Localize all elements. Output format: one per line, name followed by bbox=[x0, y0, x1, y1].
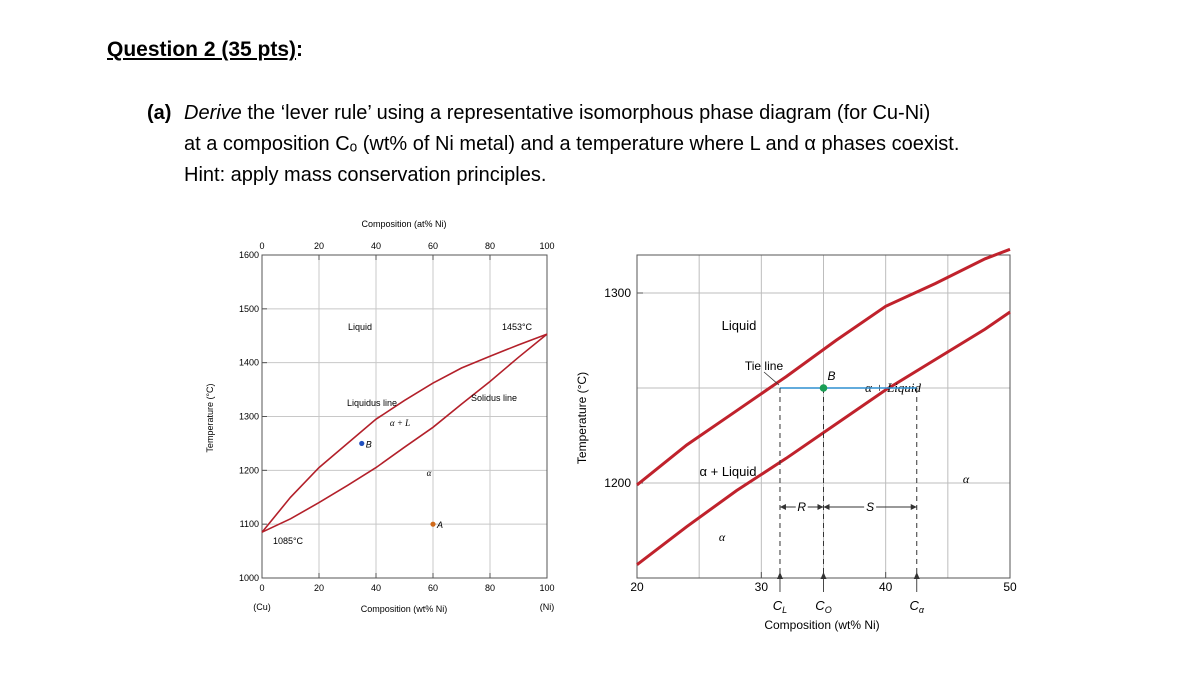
left-xtick-label: 100 bbox=[539, 583, 554, 593]
right-xtick-label: 50 bbox=[1003, 580, 1017, 594]
left-top-xtick-label: 40 bbox=[371, 241, 381, 251]
r-label: R bbox=[797, 500, 806, 514]
right-point-b-label: B bbox=[828, 369, 836, 383]
tie-line-pointer bbox=[763, 371, 780, 386]
solidus-label: Solidus line bbox=[471, 393, 517, 403]
part-label: (a) bbox=[147, 102, 172, 124]
point-label-b: B bbox=[366, 439, 372, 449]
left-ytick-label: 1400 bbox=[239, 358, 259, 368]
tie-line-group: BR SCL CO Cα bbox=[763, 369, 925, 615]
left-xtick-label: 40 bbox=[371, 583, 381, 593]
right-alpha-label: α bbox=[719, 530, 726, 544]
line1-text: the ‘lever rule’ using a representative … bbox=[241, 102, 931, 124]
marker-arrow-head bbox=[776, 572, 783, 579]
liquidus-label: Liquidus line bbox=[347, 398, 397, 408]
s-arrow-head-right bbox=[910, 504, 917, 510]
marker-arrow-head bbox=[820, 572, 827, 579]
alpha-plus-liquid-lower-label: α + Liquid bbox=[699, 464, 756, 479]
marker-label: CO bbox=[815, 598, 831, 615]
point-a bbox=[430, 521, 436, 527]
right-ytick-label: 1200 bbox=[604, 476, 631, 490]
tie-line-detail-diagram: 20 30 40 50 1200 1300 Composition (wt% Ni) Te… bbox=[575, 247, 1017, 632]
left-top-xtick-label: 20 bbox=[314, 241, 324, 251]
alpha-plus-l-label: α + L bbox=[390, 418, 410, 428]
r-arrow-head-right bbox=[817, 504, 824, 510]
left-ytick-label: 1000 bbox=[239, 573, 259, 583]
left-top-xtick-label: 100 bbox=[539, 241, 554, 251]
ni-melting-label: 1453°C bbox=[502, 322, 533, 332]
left-ytick-label: 1200 bbox=[239, 465, 259, 475]
left-ytick-label: 1100 bbox=[240, 519, 259, 529]
part-line-1: (a) Derive the ‘lever rule’ using a repre… bbox=[147, 98, 1097, 129]
left-alpha-label: α bbox=[427, 468, 432, 478]
r-label-bg bbox=[795, 500, 808, 513]
marker-main: C bbox=[909, 598, 919, 613]
right-alpha-region-label: α bbox=[963, 472, 970, 486]
cu-endpoint-label: (Cu) bbox=[253, 602, 271, 612]
left-x-label: Composition (wt% Ni) bbox=[361, 604, 448, 614]
question-heading: Question 2 (35 pts): bbox=[107, 38, 303, 62]
ni-endpoint-label: (Ni) bbox=[540, 602, 555, 612]
left-xtick-label: 20 bbox=[314, 583, 324, 593]
tie-line-label: Tie line bbox=[745, 359, 784, 373]
left-y-label: Temperature (°C) bbox=[205, 383, 215, 452]
marker-main: C bbox=[773, 598, 783, 613]
point-b bbox=[359, 440, 365, 447]
right-solidus-curve bbox=[636, 310, 1011, 566]
right-xtick-label: 20 bbox=[630, 580, 644, 594]
left-liquid-label: Liquid bbox=[348, 322, 372, 332]
s-label: S bbox=[866, 500, 874, 514]
s-label-bg bbox=[864, 500, 877, 513]
part-line-2: at a composition Cₒ (wt% of Ni metal) an… bbox=[184, 133, 960, 155]
left-ticks: 0 20 40 60 80 1000 20 40 60 80 1001000110012001300… bbox=[239, 241, 555, 593]
heading-colon: : bbox=[296, 38, 304, 61]
left-xtick-label: 0 bbox=[259, 583, 264, 593]
left-top-xtick-label: 80 bbox=[485, 241, 495, 251]
left-top-xtick-label: 60 bbox=[428, 241, 438, 251]
left-xtick-label: 60 bbox=[428, 583, 438, 593]
left-top-x-label: Composition (at% Ni) bbox=[361, 219, 446, 229]
s-arrow-head-left bbox=[823, 504, 830, 510]
marker-label: Cα bbox=[909, 598, 924, 615]
left-ytick-label: 1600 bbox=[239, 250, 259, 260]
marker-sub: O bbox=[825, 605, 832, 615]
right-ytick-label: 1300 bbox=[604, 286, 631, 300]
left-curves bbox=[261, 333, 548, 533]
marker-sub: α bbox=[919, 605, 925, 615]
cu-melting-label: 1085°C bbox=[273, 536, 304, 546]
marker-label: CL bbox=[773, 598, 787, 615]
left-ytick-label: 1500 bbox=[239, 304, 259, 314]
left-top-xtick-label: 0 bbox=[259, 241, 264, 251]
question-title: Question 2 (35 pts) bbox=[107, 38, 297, 61]
marker-arrow-head bbox=[913, 572, 920, 579]
cu-ni-phase-diagram: 0 20 40 60 80 1000 20 40 60 80 1001000110012001300… bbox=[205, 219, 555, 614]
question-part-a: (a) Derive the ‘lever rule’ using a repre… bbox=[147, 98, 1097, 191]
part-line-3: Hint: apply mass conservation principles… bbox=[184, 164, 547, 186]
r-arrow-head-left bbox=[779, 504, 786, 510]
right-liquidus-curve bbox=[636, 247, 1011, 487]
point-label-a: A bbox=[436, 520, 443, 530]
right-x-label: Composition (wt% Ni) bbox=[764, 618, 879, 632]
left-grid bbox=[261, 254, 548, 579]
right-curves bbox=[636, 247, 1011, 566]
marker-sub: L bbox=[782, 605, 787, 615]
right-xtick-label: 30 bbox=[755, 580, 769, 594]
right-xtick-label: 40 bbox=[879, 580, 893, 594]
right-ticks: 20 30 40 50 1200 1300 bbox=[604, 286, 1017, 594]
left-xtick-label: 80 bbox=[485, 583, 495, 593]
solidus-curve bbox=[261, 333, 548, 533]
marker-main: C bbox=[815, 598, 825, 613]
right-liquid-label: Liquid bbox=[722, 318, 757, 333]
left-ytick-label: 1300 bbox=[239, 412, 259, 422]
right-y-label: Temperature (°C) bbox=[575, 372, 589, 464]
right-point-b bbox=[819, 384, 828, 392]
liquidus-curve bbox=[261, 333, 548, 533]
left-points: BA bbox=[359, 439, 443, 530]
derive-word: Derive bbox=[184, 102, 242, 124]
